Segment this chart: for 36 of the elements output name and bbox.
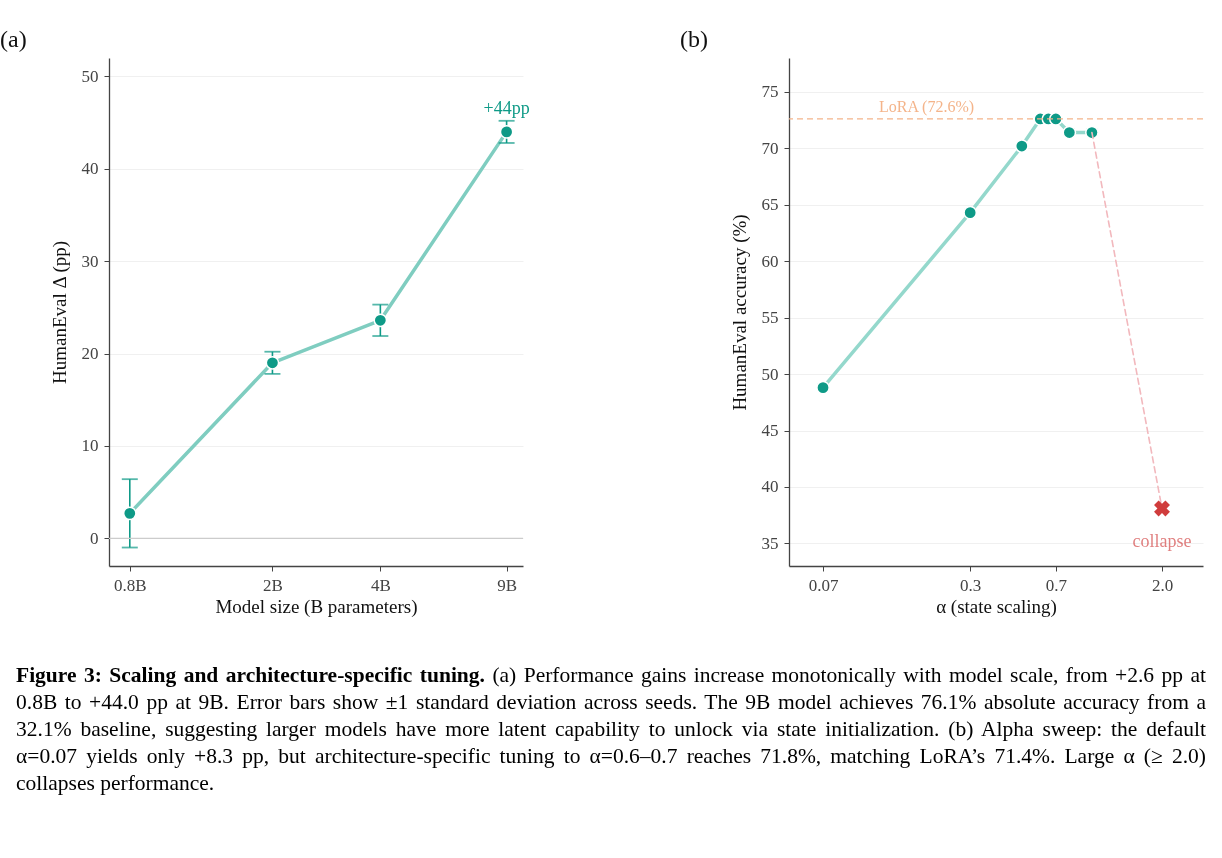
y-tick-label: 65	[761, 195, 779, 215]
y-tick-label: 60	[761, 251, 779, 271]
y-axis-title: HumanEval accuracy (%)	[728, 214, 751, 411]
x-tick-label: 0.8B	[113, 575, 147, 595]
y-tick-label: 50	[761, 364, 779, 384]
caption: Figure 3: Scaling and architecture-specific tuning. (a) Performance gains increase monotonically with model scale, from +2.6 pp at 0.8B to +44.0 pp at 9B. Error bars show ±1 standard deviation across seeds. The 9B model achieves 76.1% absolute accuracy from a 32.1% baseline, suggesting larger models have more latent capability to unlock via state initialization. (b) Alpha sweep: the default α=0.07 yields only +8.3 pp, but architecture-specific tuning to α=0.6–0.7 reaches 71.8%, matching LoRA’s 71.4%. Large α (≥ 2.0) collapses performance.	[16, 662, 1206, 797]
y-tick-label: 70	[761, 138, 779, 158]
y-tick-label: 10	[81, 436, 99, 456]
y-tick-label: 55	[761, 308, 779, 328]
y-tick-label: 45	[761, 421, 779, 441]
y-tick-label: 20	[81, 344, 99, 364]
y-tick-label: 40	[761, 477, 779, 497]
y-tick-label: 0	[90, 528, 99, 548]
x-axis-title: α (state scaling)	[936, 595, 1057, 618]
annotation: collapse	[1132, 531, 1192, 552]
x-tick-label: 4B	[370, 575, 391, 595]
annotation: +44pp	[483, 97, 530, 118]
x-tick-label: 0.7	[1045, 575, 1068, 595]
y-tick-label: 35	[761, 533, 779, 553]
y-tick-label: 40	[81, 159, 99, 179]
y-tick-label: 30	[81, 251, 99, 271]
ref-line-label: LoRA (72.6%)	[879, 97, 975, 116]
chart-title: (a)	[0, 26, 27, 52]
x-tick-label: 0.3	[960, 575, 982, 595]
x-tick-label: 0.07	[808, 575, 839, 595]
point	[373, 313, 388, 328]
point	[122, 506, 137, 521]
y-axis-title: HumanEval Δ (pp)	[48, 240, 71, 385]
point	[499, 125, 514, 139]
x-axis-title: Model size (B parameters)	[215, 595, 418, 618]
y-tick-label: 50	[81, 66, 99, 86]
y-tick-label: 75	[761, 82, 779, 102]
x-tick-label: 2B	[263, 575, 283, 595]
x-tick-label: 2.0	[1151, 575, 1174, 595]
chart-title: (b)	[680, 26, 708, 52]
x-tick-label: 9B	[497, 575, 518, 595]
